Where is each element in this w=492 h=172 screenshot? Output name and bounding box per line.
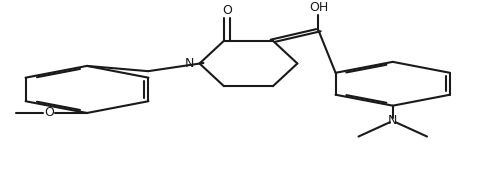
Text: O: O [44,106,54,120]
Text: N: N [185,57,194,70]
Text: N: N [388,114,398,127]
Text: O: O [222,4,232,17]
Text: OH: OH [309,1,328,14]
